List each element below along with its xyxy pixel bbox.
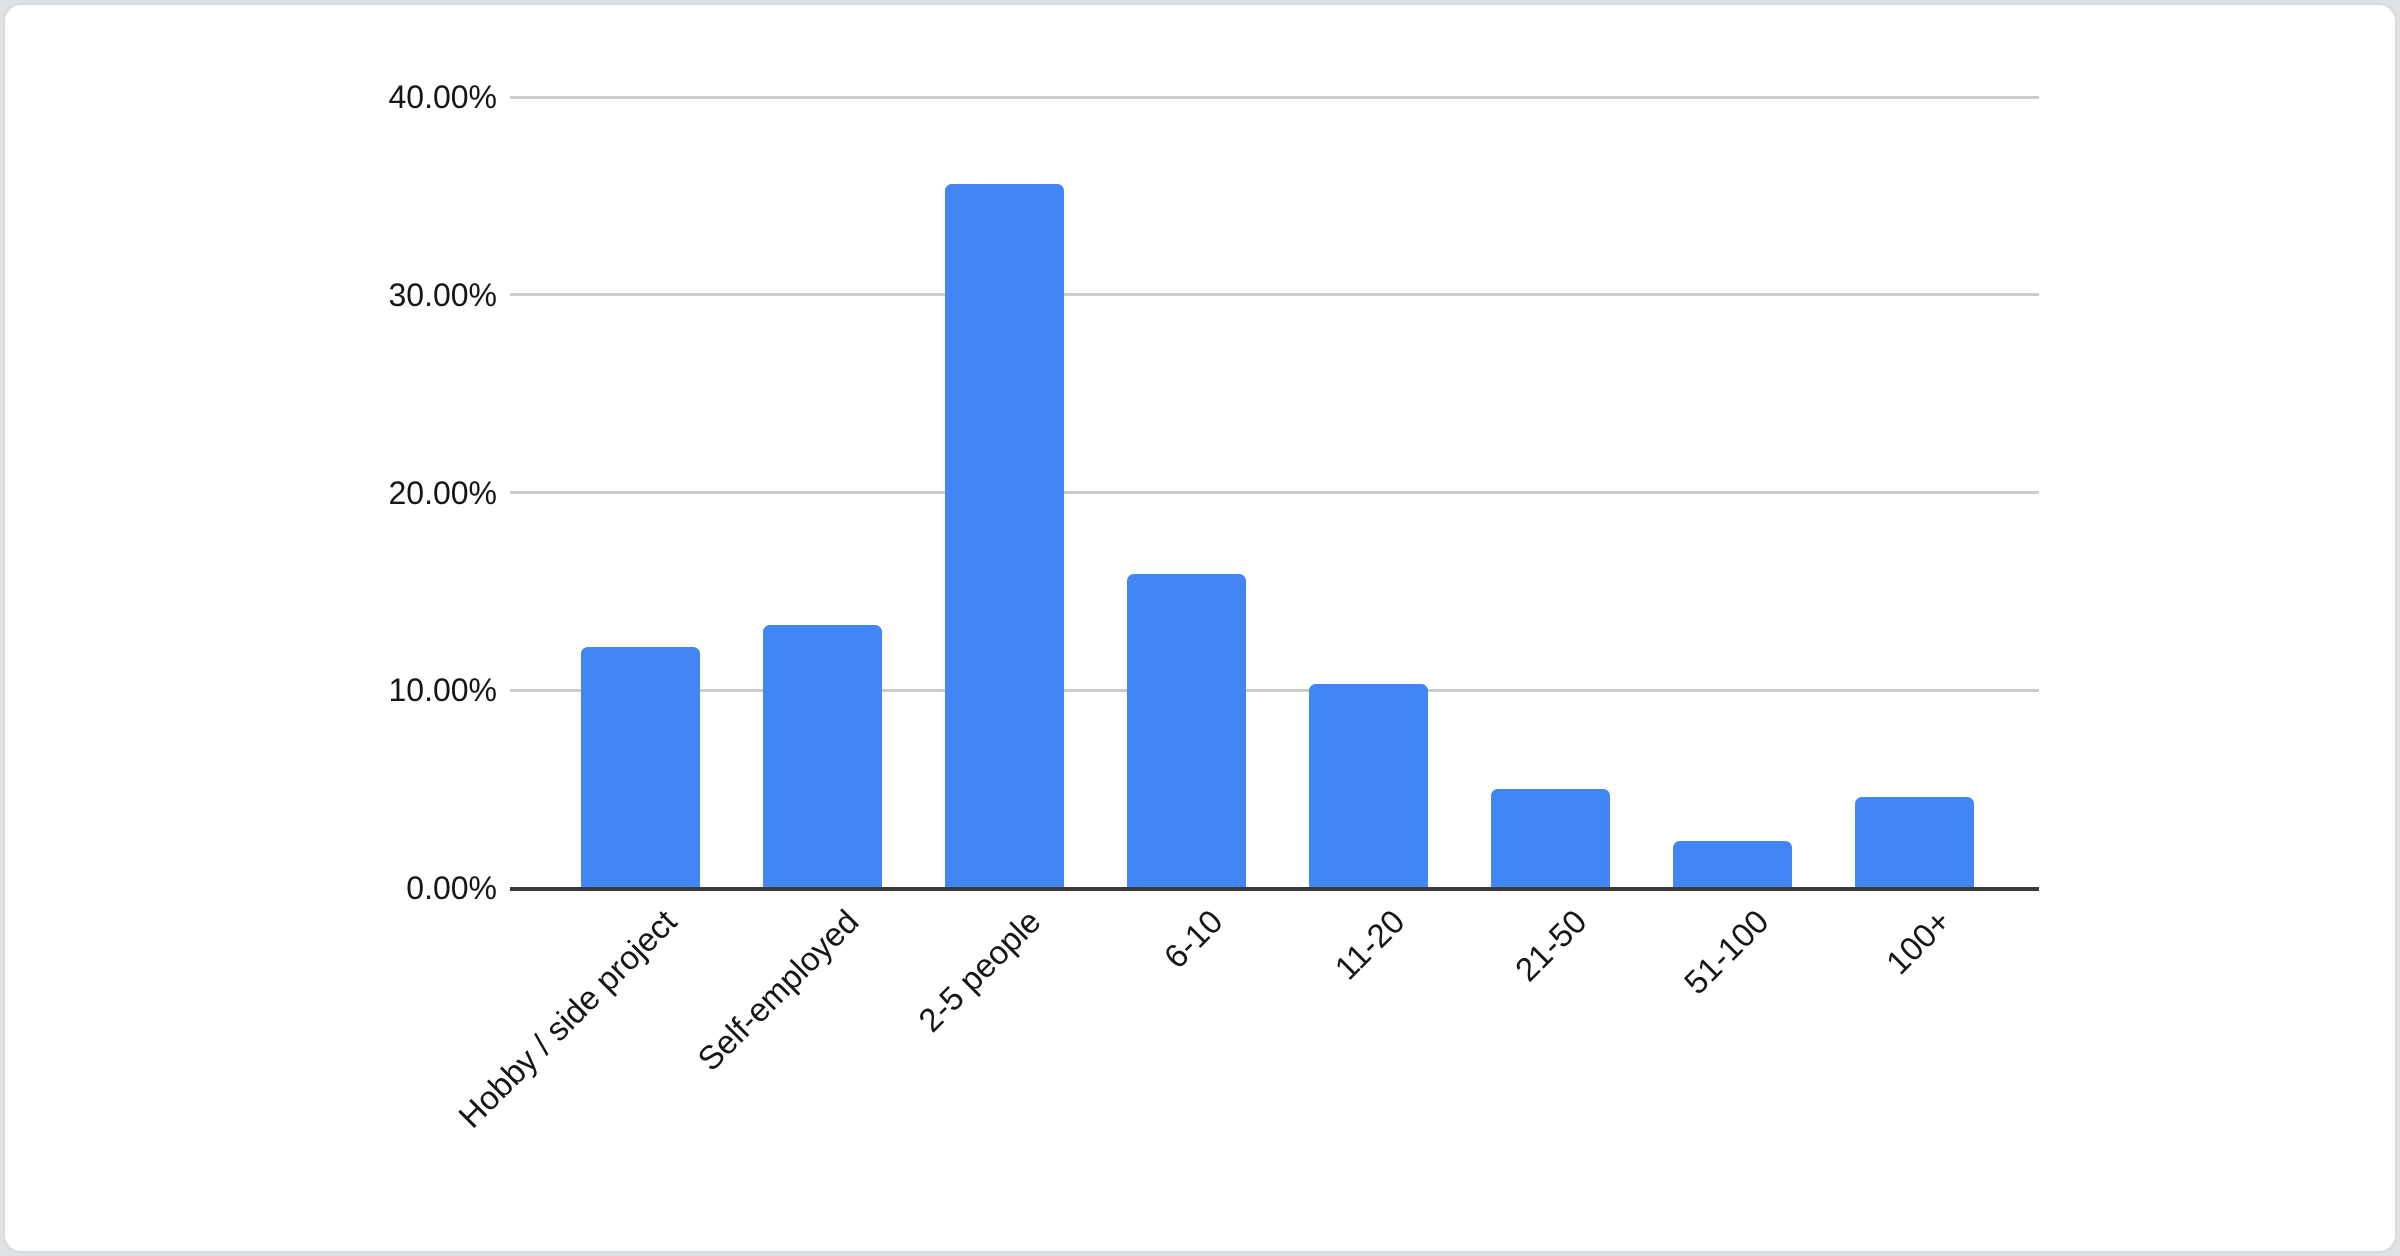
y-axis-label: 10.00% xyxy=(388,672,497,709)
y-axis-label: 20.00% xyxy=(388,474,497,511)
bar-100[interactable] xyxy=(1854,797,1974,888)
y-axis-label: 0.00% xyxy=(406,870,497,906)
gridline xyxy=(510,95,2039,99)
bar-2-5-people[interactable] xyxy=(944,184,1064,888)
x-axis-label: 21-50 xyxy=(1507,902,1594,989)
bar-11-20[interactable] xyxy=(1308,684,1428,888)
x-axis-label: 6-10 xyxy=(1156,902,1230,976)
chart-card: 40.00% 30.00% 20.00% 10.00% 0.00% Hobby / sid… xyxy=(3,3,2397,1253)
gridline xyxy=(510,491,2039,494)
x-axis-label: Hobby / side project xyxy=(451,902,684,1135)
x-axis-label: 11-20 xyxy=(1327,902,1412,987)
bar-self-employed[interactable] xyxy=(762,624,882,888)
bar-chart: 40.00% 30.00% 20.00% 10.00% 0.00% Hobby / sid… xyxy=(5,5,2395,1251)
gridline xyxy=(510,293,2039,297)
bar-6-10[interactable] xyxy=(1126,573,1246,888)
bar-hobby-side-project[interactable] xyxy=(580,646,700,888)
x-axis-label: 100+ xyxy=(1878,902,1958,982)
x-axis-label: 2-5 people xyxy=(911,902,1048,1039)
x-axis-label: Self-employed xyxy=(690,902,866,1078)
x-axis-label: 51-100 xyxy=(1676,902,1776,1002)
bar-51-100[interactable] xyxy=(1672,840,1792,888)
y-axis-label: 30.00% xyxy=(388,276,497,313)
gridline xyxy=(510,688,2039,692)
y-axis-label: 40.00% xyxy=(388,79,497,115)
bar-21-50[interactable] xyxy=(1490,789,1610,888)
x-axis-line xyxy=(510,887,2039,891)
